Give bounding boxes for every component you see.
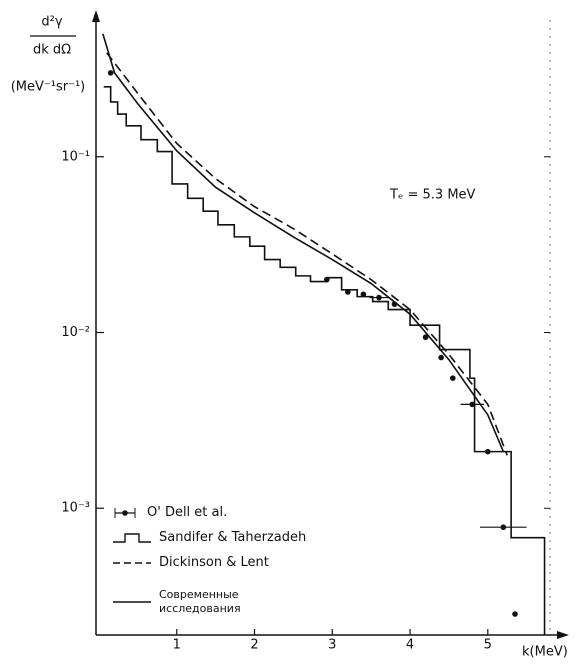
x-tick-label: 3 — [328, 638, 336, 653]
y-label-denominator: dk dΩ — [33, 43, 71, 58]
data-point — [360, 291, 367, 298]
y-tick-label: 10⁻¹ — [61, 149, 90, 164]
data-point — [469, 401, 476, 408]
data-point — [107, 70, 114, 76]
curve — [102, 33, 505, 452]
legend-symbol — [113, 533, 151, 543]
data-point — [450, 375, 456, 381]
data-point — [422, 334, 429, 341]
legend-label: Dickinson & Lent — [159, 555, 269, 570]
data-point — [500, 524, 507, 531]
x-tick-label: 5 — [484, 638, 492, 653]
legend-label: Современные исследования — [159, 588, 241, 615]
y-tick-label: 10⁻³ — [61, 501, 90, 516]
x-arrow — [557, 631, 569, 639]
x-label: k(MeV) — [522, 645, 568, 660]
x-tick-label: 2 — [250, 638, 258, 653]
annotation: Tₑ = 5.3 MeV — [389, 188, 476, 203]
curve — [106, 52, 508, 456]
x-tick-label: 1 — [173, 638, 181, 653]
x-tick-label: 4 — [406, 638, 414, 653]
legend-label: Sandifer & Taherzadeh — [159, 530, 307, 545]
step-line — [103, 86, 546, 635]
legend-label: O' Dell et al. — [147, 505, 228, 520]
y-label-units: (MeV⁻¹sr⁻¹) — [11, 80, 86, 95]
data-point — [376, 294, 382, 301]
y-label-numerator: d²γ — [41, 15, 62, 30]
legend-symbol — [122, 510, 128, 516]
data-point — [345, 289, 351, 295]
data-point — [512, 611, 518, 617]
y-tick-label: 10⁻² — [61, 325, 90, 340]
y-arrow — [92, 10, 100, 22]
data-point — [438, 354, 444, 361]
